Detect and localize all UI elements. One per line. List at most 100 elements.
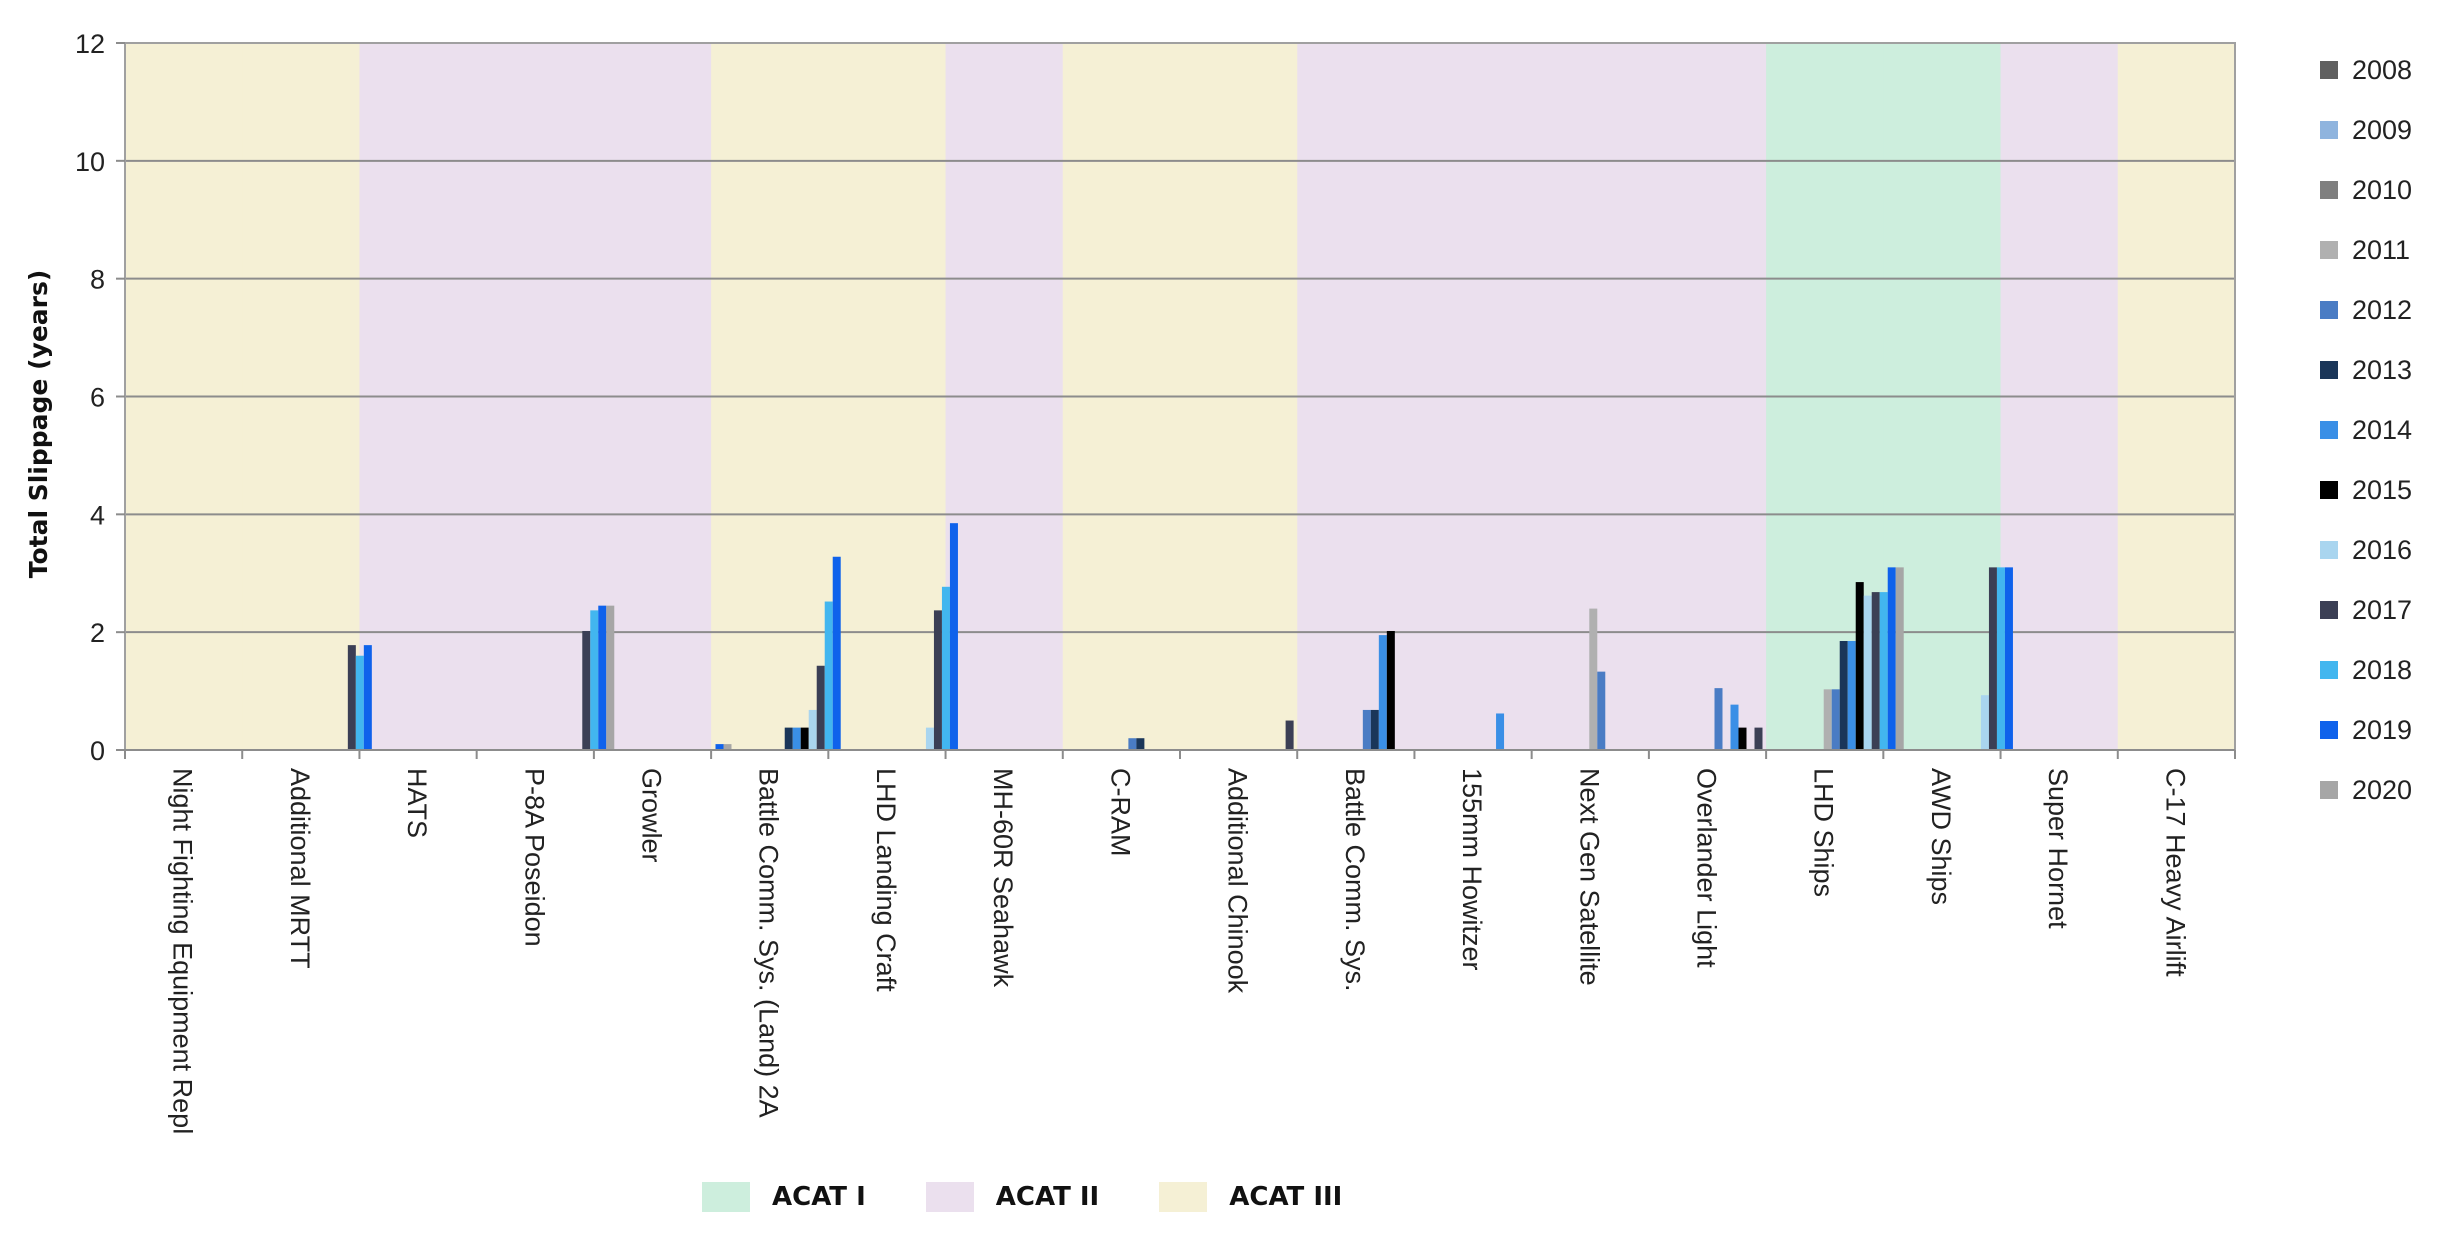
legend-swatch	[2320, 721, 2338, 739]
bar-2016	[925, 727, 934, 750]
bar-2019	[949, 523, 958, 750]
legend-item-2010: 2010	[2320, 160, 2412, 220]
acat-legend-item: ACAT III	[1159, 1182, 1342, 1212]
x-tick-label: Battle Comm. Sys. (Land) 2A	[754, 768, 784, 1118]
bar-2020	[1895, 567, 1904, 750]
bar-2014	[1496, 713, 1505, 750]
bar-2012	[1128, 738, 1137, 750]
bar-2016	[1863, 595, 1872, 750]
legend-item-2017: 2017	[2320, 580, 2412, 640]
bar-2020	[723, 744, 732, 750]
acat-label: ACAT I	[772, 1182, 866, 1212]
legend-item-2009: 2009	[2320, 100, 2412, 160]
bar-2017	[1988, 567, 1997, 750]
bar-2018	[1879, 592, 1888, 750]
legend-swatch	[2320, 781, 2338, 799]
x-tick-label: Additional MRTT	[285, 768, 315, 969]
x-tick-label: Night Fighting Equipment Repl	[168, 768, 198, 1134]
legend-swatch	[2320, 301, 2338, 319]
legend-label: 2018	[2352, 654, 2413, 685]
legend-swatch	[2320, 601, 2338, 619]
bar-2019	[832, 556, 841, 750]
legend-item-2020: 2020	[2320, 760, 2412, 820]
bar-2017	[816, 665, 825, 750]
x-tick-label: Overlander Light	[1692, 768, 1722, 968]
bar-2019	[2004, 567, 2013, 750]
bar-2012	[1831, 689, 1840, 750]
legend-swatch	[2320, 481, 2338, 499]
legend-label: 2016	[2352, 534, 2413, 565]
acat-swatch	[925, 1182, 974, 1212]
legend-label: 2014	[2352, 414, 2413, 445]
bar-2019	[1887, 567, 1896, 750]
bar-2017	[1871, 592, 1880, 750]
y-tick-label: 0	[90, 736, 105, 766]
y-tick-labels: 0 2 4 6 8 10 12	[75, 29, 105, 766]
y-tick-label: 10	[75, 147, 105, 177]
bar-2012	[1597, 671, 1606, 750]
y-tick-label: 4	[90, 500, 105, 530]
bar-2015	[1386, 630, 1395, 750]
bar-2012	[1714, 688, 1723, 750]
legend-item-2015: 2015	[2320, 460, 2412, 520]
acat-legend: ACAT I ACAT II ACAT III	[702, 1182, 1402, 1212]
bar-2020	[606, 605, 615, 750]
x-tick-labels: Night Fighting Equipment Repl Additional …	[168, 768, 2191, 1134]
x-tick-label: 155mm Howitzer	[1457, 768, 1487, 971]
legend-label: 2010	[2352, 174, 2413, 205]
bar-2017	[1754, 727, 1763, 750]
axes	[116, 42, 2236, 759]
legend-item-2012: 2012	[2320, 280, 2412, 340]
y-tick-label: 2	[90, 618, 105, 648]
legend-item-2013: 2013	[2320, 340, 2412, 400]
x-tick-label: C-17 Heavy Airlift	[2160, 768, 2190, 977]
x-tick-label: LHD Ships	[1809, 768, 1839, 897]
x-tick-label: Growler	[637, 768, 667, 863]
legend-item-2018: 2018	[2320, 640, 2412, 700]
legend-swatch	[2320, 241, 2338, 259]
x-tick-label: C-RAM	[1105, 768, 1135, 857]
acat-swatch	[702, 1182, 750, 1212]
bar-2012	[1362, 709, 1371, 750]
legend-swatch	[2320, 421, 2338, 439]
bar-2019	[715, 744, 724, 750]
y-tick-label: 12	[75, 29, 105, 59]
legend-item-2008: 2008	[2320, 40, 2412, 100]
legend-label: 2012	[2352, 294, 2413, 325]
bar-2013	[1370, 709, 1379, 750]
x-tick-label: Additional Chinook	[1223, 768, 1253, 994]
x-tick-label: AWD Ships	[1926, 768, 1956, 905]
bar-2011	[1589, 608, 1598, 750]
legend-item-2011: 2011	[2320, 220, 2412, 280]
x-tick-label: P-8A Poseidon	[519, 768, 549, 947]
bar-2017	[1285, 720, 1294, 750]
bar-2018	[590, 610, 599, 750]
bar-2016	[1980, 695, 1989, 750]
x-tick-label: HATS	[402, 768, 432, 838]
x-tick-label: LHD Landing Craft	[871, 768, 901, 992]
y-tick-label: 6	[90, 383, 105, 413]
legend-swatch	[2320, 661, 2338, 679]
bar-2018	[824, 601, 833, 750]
bars	[347, 523, 2013, 750]
bar-2017	[347, 645, 356, 750]
legend-label: 2019	[2352, 714, 2413, 745]
legend-swatch	[2320, 541, 2338, 559]
legend-label: 2013	[2352, 354, 2413, 385]
legend-swatch	[2320, 361, 2338, 379]
bar-2016	[808, 709, 817, 750]
legend-label: 2015	[2352, 474, 2413, 505]
bar-2014	[1847, 641, 1856, 750]
y-tick-label: 8	[90, 265, 105, 295]
bar-2017	[933, 610, 942, 750]
legend-label: 2011	[2352, 234, 2411, 265]
bar-2018	[355, 655, 364, 750]
x-tick-label: Next Gen Satellite	[1574, 768, 1604, 986]
bar-2015	[1738, 727, 1747, 750]
legend-item-2014: 2014	[2320, 400, 2412, 460]
bar-2019	[598, 605, 607, 750]
series-legend: 2008 2009 2010 2011 2012 2013 2014 2015 2016 2017…	[2320, 40, 2412, 820]
bar-2014	[1730, 704, 1739, 750]
acat-label: ACAT II	[995, 1182, 1100, 1212]
